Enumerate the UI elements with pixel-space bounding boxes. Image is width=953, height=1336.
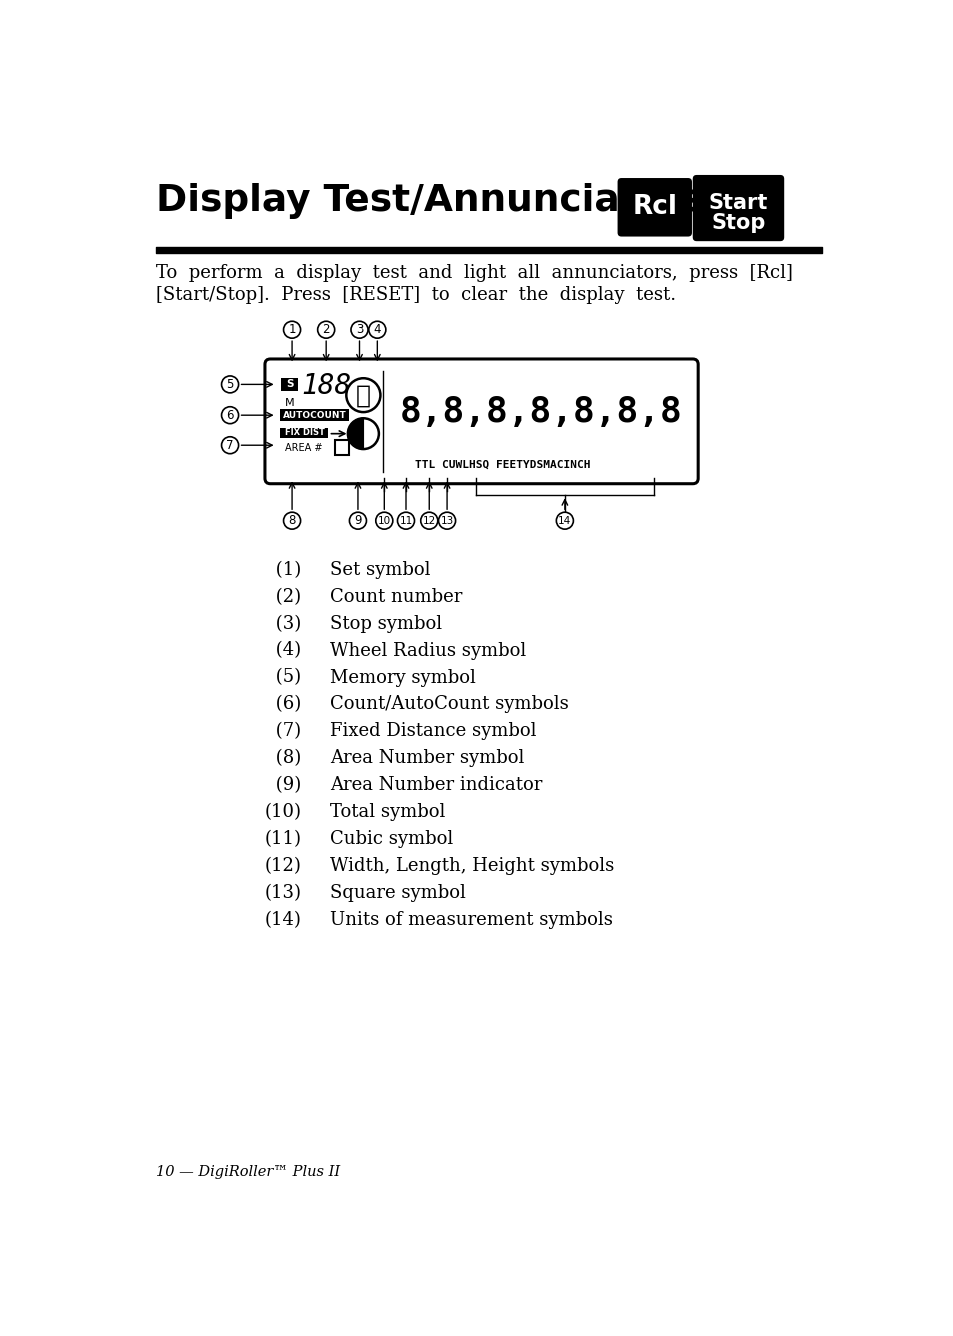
Text: 14: 14 [558, 516, 571, 525]
Text: 7: 7 [226, 438, 233, 452]
Text: S: S [286, 379, 294, 389]
Text: AREA #: AREA # [285, 442, 322, 453]
Text: AUTOCOUNT: AUTOCOUNT [282, 410, 346, 420]
Circle shape [420, 512, 437, 529]
Text: Cubic symbol: Cubic symbol [330, 830, 453, 848]
Text: (13): (13) [264, 884, 301, 902]
Text: 5: 5 [226, 378, 233, 391]
Text: (8): (8) [270, 749, 301, 767]
Text: M: M [285, 398, 294, 407]
Text: Count/AutoCount symbols: Count/AutoCount symbols [330, 696, 568, 713]
Text: (7): (7) [270, 723, 301, 740]
Circle shape [556, 512, 573, 529]
Circle shape [221, 406, 238, 424]
FancyBboxPatch shape [280, 409, 348, 421]
Text: Set symbol: Set symbol [330, 561, 430, 578]
Circle shape [317, 321, 335, 338]
Circle shape [369, 321, 385, 338]
Text: 8: 8 [288, 514, 295, 528]
Text: Area Number symbol: Area Number symbol [330, 749, 524, 767]
Text: 13: 13 [440, 516, 454, 525]
Text: 8,8,8,8,8,8,8: 8,8,8,8,8,8,8 [400, 395, 682, 429]
Text: Display Test/Annunciators: Display Test/Annunciators [155, 183, 703, 219]
Text: 1: 1 [288, 323, 295, 337]
Text: (1): (1) [270, 561, 301, 578]
Text: 11: 11 [399, 516, 413, 525]
Text: Rcl: Rcl [632, 194, 677, 220]
Circle shape [351, 321, 368, 338]
Text: Wheel Radius symbol: Wheel Radius symbol [330, 641, 526, 660]
FancyBboxPatch shape [265, 359, 698, 484]
Circle shape [348, 418, 378, 449]
Text: Fixed Distance symbol: Fixed Distance symbol [330, 723, 536, 740]
Text: (10): (10) [264, 803, 301, 822]
Circle shape [349, 512, 366, 529]
Text: (14): (14) [264, 911, 301, 929]
Text: Square symbol: Square symbol [330, 884, 465, 902]
FancyBboxPatch shape [617, 178, 691, 236]
Text: Memory symbol: Memory symbol [330, 668, 476, 687]
Text: 3: 3 [355, 323, 363, 337]
Text: Area Number indicator: Area Number indicator [330, 776, 542, 795]
Circle shape [283, 512, 300, 529]
Text: (6): (6) [270, 696, 301, 713]
Polygon shape [348, 418, 363, 449]
Text: Units of measurement symbols: Units of measurement symbols [330, 911, 612, 929]
Text: Start: Start [708, 194, 767, 214]
Text: 4: 4 [374, 323, 380, 337]
Text: 10 — DigiRoller™ Plus II: 10 — DigiRoller™ Plus II [155, 1165, 339, 1180]
Text: Stop symbol: Stop symbol [330, 615, 441, 633]
Text: Width, Length, Height symbols: Width, Length, Height symbols [330, 858, 614, 875]
Text: Total symbol: Total symbol [330, 803, 445, 822]
Circle shape [221, 437, 238, 454]
Circle shape [221, 375, 238, 393]
Text: (9): (9) [270, 776, 301, 795]
Text: (2): (2) [270, 588, 301, 605]
Text: 10: 10 [377, 516, 391, 525]
Text: 6: 6 [226, 409, 233, 422]
Circle shape [283, 321, 300, 338]
Text: 12: 12 [422, 516, 436, 525]
Text: To  perform  a  display  test  and  light  all  annunciators,  press  [Rcl]: To perform a display test and light all … [155, 265, 792, 282]
Text: (11): (11) [264, 830, 301, 848]
Text: TTL CUWLHSQ FEETYDSMACINCH: TTL CUWLHSQ FEETYDSMACINCH [415, 460, 590, 469]
Text: Count number: Count number [330, 588, 462, 605]
Text: (3): (3) [270, 615, 301, 633]
Text: (4): (4) [270, 641, 301, 660]
Text: 2: 2 [322, 323, 330, 337]
Circle shape [438, 512, 456, 529]
Text: FIX DIST: FIX DIST [284, 429, 324, 437]
Circle shape [397, 512, 415, 529]
Text: (5): (5) [270, 668, 301, 687]
Text: 188: 188 [301, 371, 351, 399]
FancyBboxPatch shape [280, 428, 328, 438]
Circle shape [346, 378, 380, 411]
FancyBboxPatch shape [692, 175, 783, 242]
Text: Stop: Stop [711, 214, 765, 234]
Text: [Start/Stop].  Press  [RESET]  to  clear  the  display  test.: [Start/Stop]. Press [RESET] to clear the… [155, 286, 675, 303]
FancyBboxPatch shape [335, 440, 349, 456]
Text: 9: 9 [354, 514, 361, 528]
Circle shape [375, 512, 393, 529]
FancyBboxPatch shape [281, 378, 298, 390]
Text: (12): (12) [264, 858, 301, 875]
Text: ✋: ✋ [355, 383, 371, 407]
